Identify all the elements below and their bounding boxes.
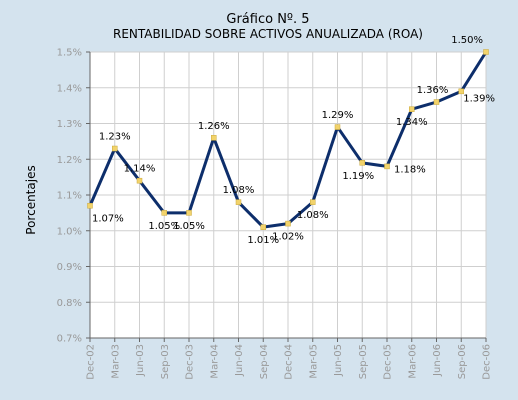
y-tick-label: 1.3% bbox=[57, 119, 82, 130]
x-tick-label: Mar-06 bbox=[407, 344, 418, 379]
data-labels: 1.07% 1.23% 1.14% 1.05%1.05% 1.26% 1.08% 1.01%… bbox=[92, 35, 495, 246]
data-point bbox=[458, 88, 464, 95]
data-point bbox=[409, 106, 415, 112]
x-tick-label: Mar-03 bbox=[110, 344, 121, 379]
chart-subtitle: RENTABILIDAD SOBRE ACTIVOS ANUALIZADA (R… bbox=[113, 27, 423, 41]
data-point bbox=[211, 135, 217, 141]
y-tick-label: 1.5% bbox=[57, 48, 82, 59]
x-tick-label: Sep-06 bbox=[457, 344, 468, 379]
data-label: 1.07% bbox=[92, 214, 124, 225]
data-point bbox=[384, 163, 390, 170]
data-label: 1.14% bbox=[124, 164, 156, 175]
x-tick-label: Dec-04 bbox=[284, 344, 295, 380]
series bbox=[87, 49, 489, 230]
y-tick-label: 0.7% bbox=[57, 334, 82, 345]
data-label: 1.29% bbox=[322, 110, 354, 121]
data-label: 1.05% bbox=[148, 221, 180, 232]
y-tick-label: 1.1% bbox=[57, 191, 82, 202]
data-point bbox=[136, 177, 143, 184]
data-point bbox=[260, 224, 266, 230]
y-tick-label: 0.9% bbox=[57, 262, 82, 273]
x-tick-label: Jun-05 bbox=[333, 344, 344, 377]
x-tick-label: Mar-04 bbox=[209, 344, 220, 379]
data-point bbox=[433, 99, 440, 105]
x-tick-label: Dec-02 bbox=[86, 344, 97, 380]
data-point bbox=[186, 210, 192, 216]
data-point bbox=[235, 199, 242, 205]
data-point bbox=[161, 210, 167, 216]
data-label: 1.02% bbox=[272, 232, 304, 243]
y-tick-label: 0.8% bbox=[57, 298, 82, 309]
grid-lines bbox=[90, 51, 487, 338]
data-point bbox=[285, 220, 291, 227]
data-point bbox=[359, 160, 365, 166]
data-point bbox=[310, 199, 316, 205]
data-label: 1.39% bbox=[463, 93, 495, 104]
data-point bbox=[483, 49, 489, 55]
x-tick-label: Sep-04 bbox=[259, 344, 270, 379]
x-tick-label: Dec-06 bbox=[482, 344, 493, 380]
data-label: 1.19% bbox=[342, 171, 374, 182]
data-point bbox=[334, 124, 341, 130]
x-tick-label: Mar-05 bbox=[308, 344, 319, 379]
axes bbox=[86, 51, 487, 342]
data-label: 1.01% bbox=[247, 235, 279, 246]
data-point bbox=[87, 202, 93, 209]
data-point bbox=[112, 145, 118, 152]
x-tick-label: Sep-05 bbox=[358, 344, 369, 379]
x-tick-label: Jun-03 bbox=[135, 344, 146, 377]
y-tick-labels: 0.7% 0.8% 0.9% 1.0% 1.1% 1.2% 1.3% 1.4% 1.5% bbox=[57, 48, 82, 345]
data-label: 1.50% bbox=[451, 35, 483, 46]
x-tick-label: Sep-03 bbox=[160, 344, 171, 379]
data-label: 1.26% bbox=[198, 121, 230, 132]
x-tick-labels: Dec-02 Mar-03 Jun-03 Sep-03 Dec-03 Mar-04 Jun-… bbox=[86, 344, 493, 380]
data-label: 1.23% bbox=[99, 132, 131, 143]
data-label: 1.08% bbox=[297, 210, 329, 221]
x-tick-label: Jun-06 bbox=[432, 344, 443, 377]
data-label: 1.36% bbox=[417, 85, 449, 96]
data-label: 1.08% bbox=[223, 185, 255, 196]
data-label: 1.05% bbox=[173, 221, 205, 232]
y-tick-label: 1.4% bbox=[57, 83, 82, 94]
y-tick-label: 1.2% bbox=[57, 155, 82, 166]
x-tick-label: Jun-04 bbox=[234, 344, 245, 377]
chart-title: Gráfico Nº. 5 bbox=[226, 12, 309, 27]
y-axis-label: Porcentajes bbox=[24, 165, 38, 234]
data-label: 1.18% bbox=[394, 164, 426, 175]
y-tick-label: 1.0% bbox=[57, 226, 82, 237]
x-tick-label: Dec-03 bbox=[185, 344, 196, 380]
x-tick-label: Dec-05 bbox=[383, 344, 394, 380]
data-label: 1.34% bbox=[396, 117, 428, 128]
